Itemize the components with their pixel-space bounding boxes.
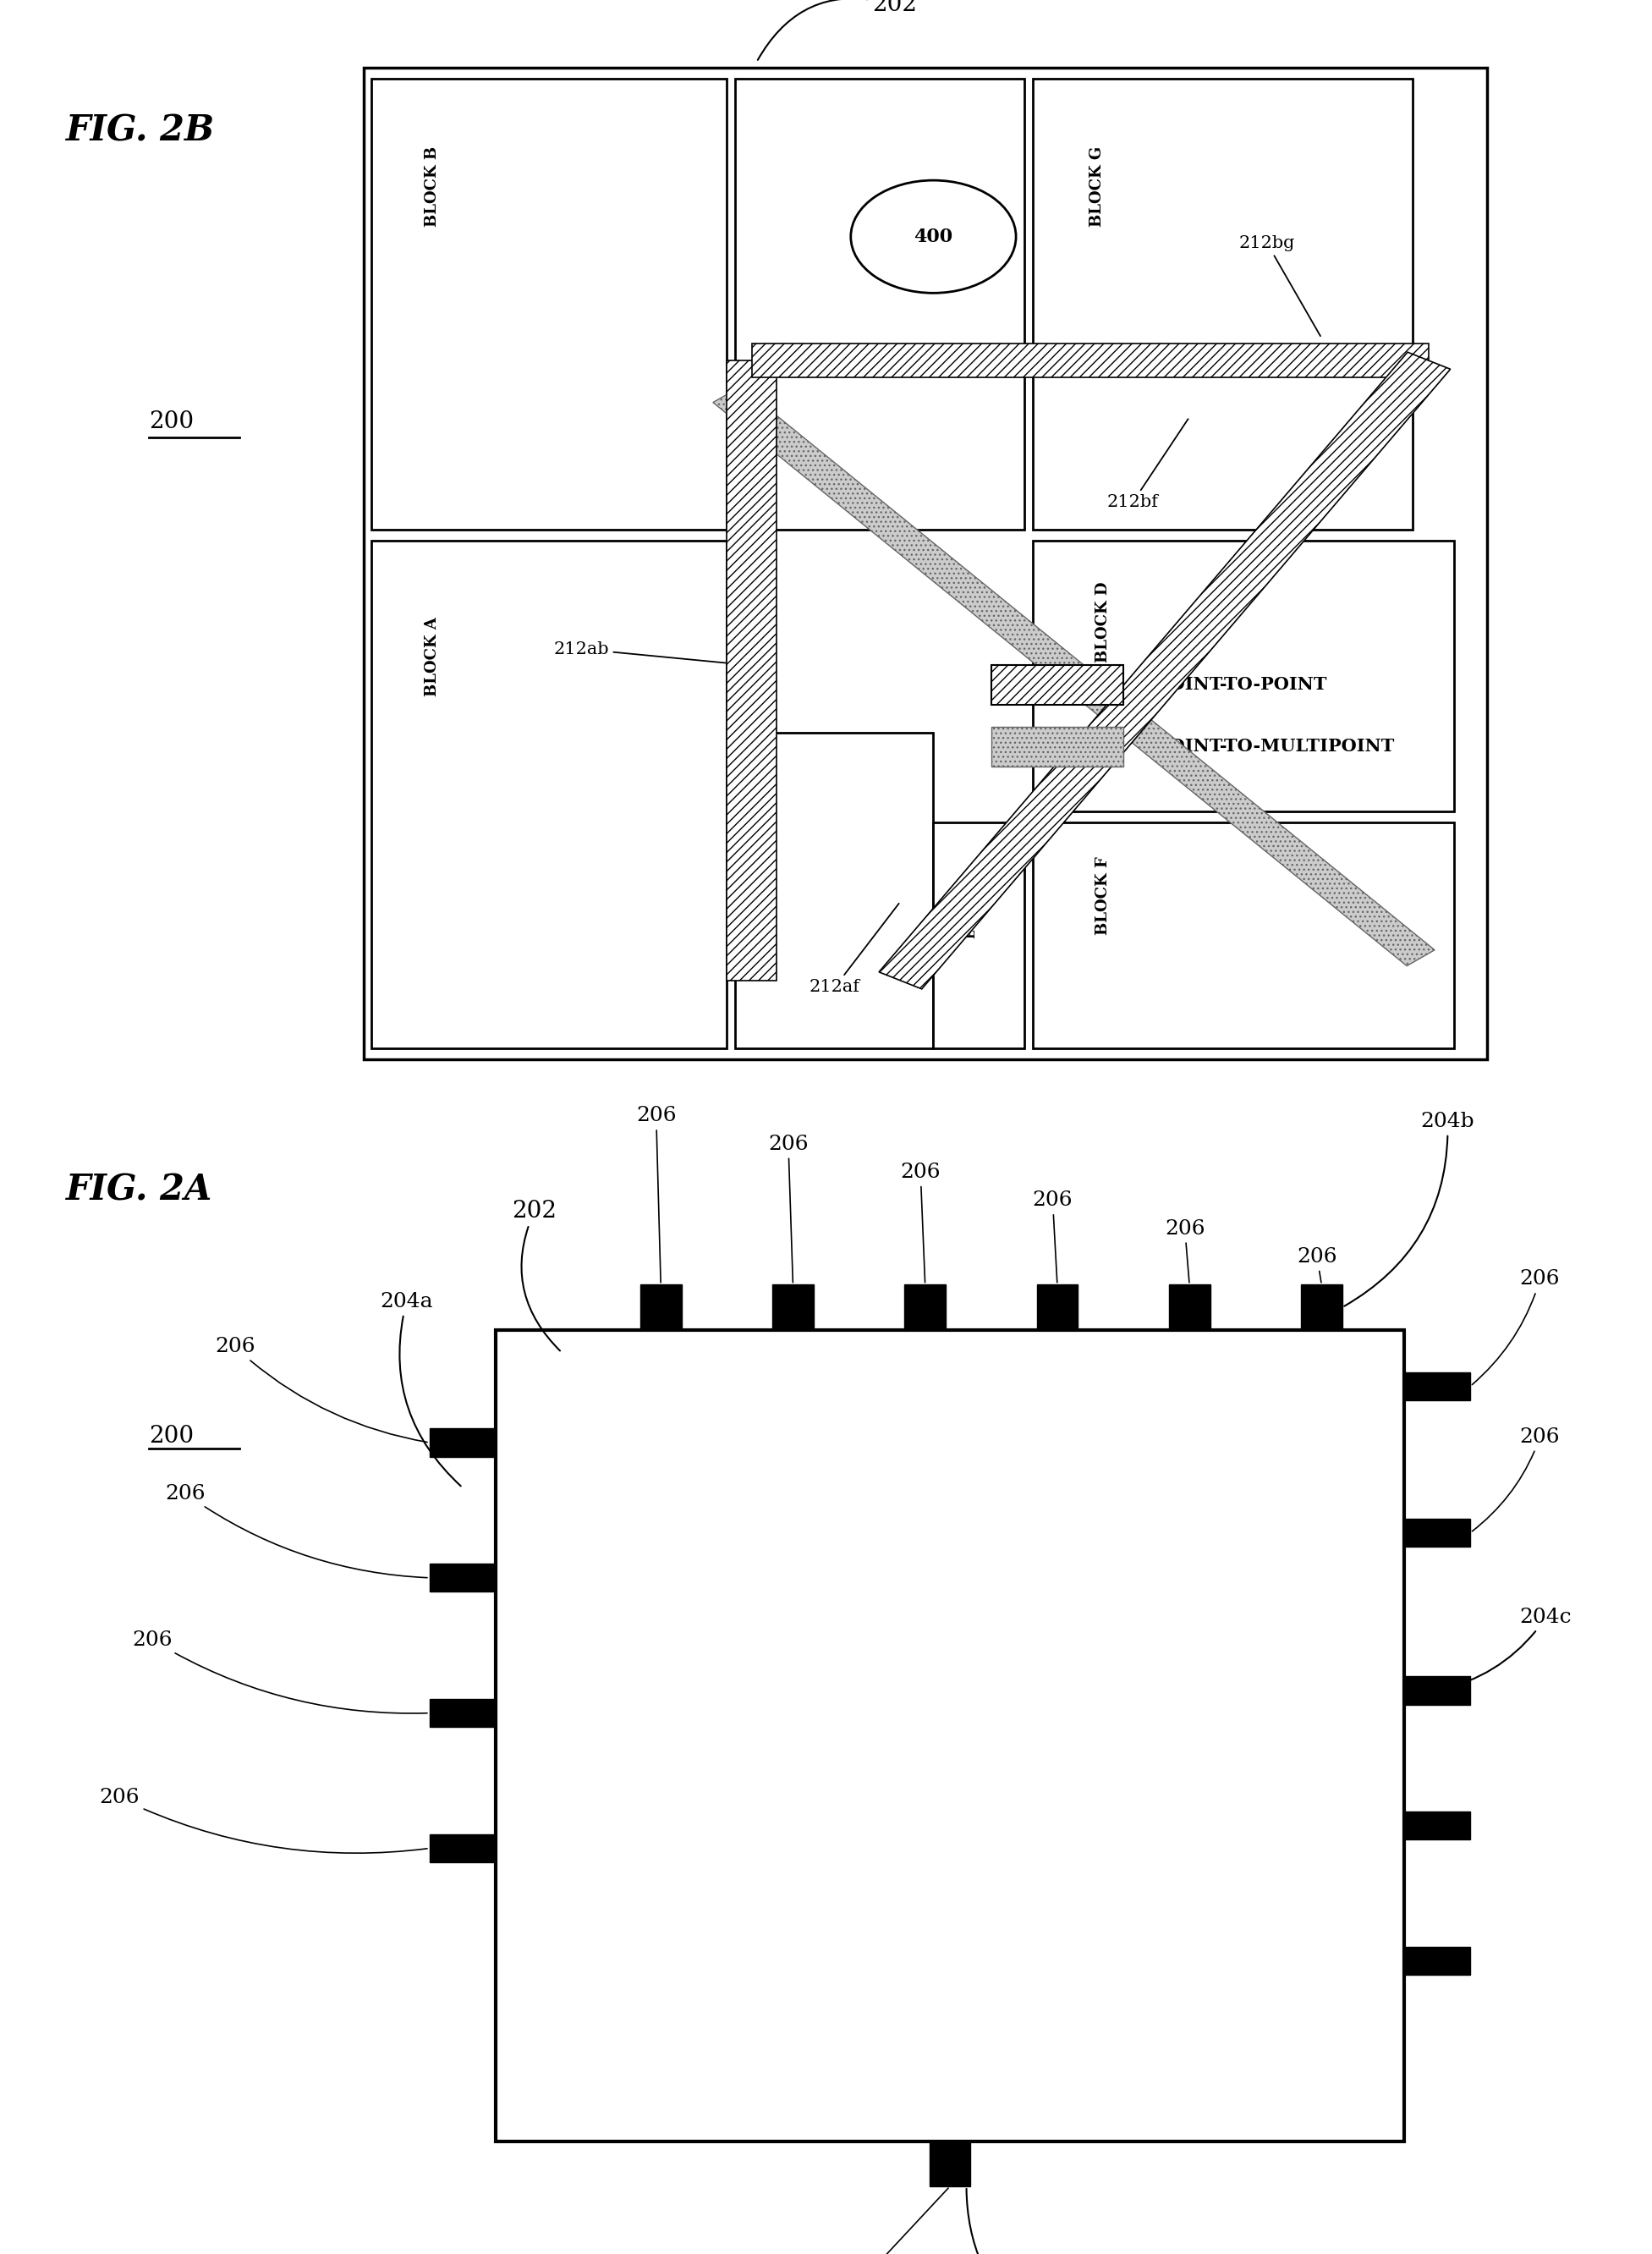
Bar	[430, 1564, 496, 1591]
Polygon shape	[752, 343, 1429, 376]
Text: 212ab: 212ab	[553, 640, 745, 665]
Bar	[372, 79, 727, 530]
Text: BLOCK A: BLOCK A	[425, 618, 439, 696]
Bar	[991, 726, 1123, 766]
Text: 206: 206	[1297, 1246, 1336, 1283]
Text: 206: 206	[215, 1337, 428, 1443]
Bar	[928, 2141, 971, 2186]
Ellipse shape	[851, 180, 1016, 293]
Text: 200: 200	[149, 410, 193, 433]
Bar	[430, 1429, 496, 1456]
Bar	[991, 665, 1123, 703]
Text: BLOCK D: BLOCK D	[1095, 582, 1110, 663]
Bar	[1404, 1812, 1470, 1839]
Bar	[1032, 79, 1412, 530]
Text: 206: 206	[636, 1107, 676, 1283]
Bar	[641, 1285, 682, 1330]
Text: 204c: 204c	[1439, 1607, 1573, 1690]
Text: 400: 400	[914, 228, 953, 246]
Bar	[1404, 1373, 1470, 1400]
Text: 206: 206	[132, 1630, 428, 1713]
Polygon shape	[714, 385, 1434, 967]
Text: 202: 202	[758, 0, 917, 61]
Text: 212af: 212af	[809, 904, 899, 996]
Text: 206: 206	[1165, 1219, 1204, 1283]
Text: BLOCK C: BLOCK C	[765, 780, 780, 859]
Bar	[771, 1285, 813, 1330]
Bar	[430, 1835, 496, 1862]
Bar	[496, 1330, 1404, 2141]
Text: POINT-TO-MULTIPOINT: POINT-TO-MULTIPOINT	[1156, 737, 1394, 755]
Text: BLOCK B: BLOCK B	[425, 147, 439, 228]
Text: BLOCK
E: BLOCK E	[952, 890, 976, 938]
Text: 206: 206	[1472, 1427, 1559, 1530]
Text: FIG. 2A: FIG. 2A	[66, 1172, 213, 1208]
Bar	[372, 541, 727, 1048]
Text: BLOCK G: BLOCK G	[1090, 147, 1105, 228]
Text: 206: 206	[1472, 1269, 1559, 1384]
Text: 212bg: 212bg	[1239, 234, 1320, 336]
Bar	[363, 68, 1487, 1059]
Polygon shape	[879, 352, 1450, 990]
Bar	[1404, 1947, 1470, 1975]
Text: FIG. 2B: FIG. 2B	[66, 113, 215, 149]
Text: 206: 206	[99, 1787, 428, 1853]
Text: 204d: 204d	[966, 2189, 1070, 2254]
Text: 206: 206	[1032, 1190, 1072, 1283]
Text: 200: 200	[149, 1425, 193, 1447]
Text: 212bf: 212bf	[1107, 419, 1188, 512]
Bar	[1302, 1285, 1343, 1330]
Text: 206: 206	[900, 1163, 940, 1283]
Bar	[735, 79, 1024, 530]
Text: 206: 206	[768, 1134, 808, 1283]
Bar	[905, 1285, 947, 1330]
Bar	[1032, 823, 1454, 1048]
Bar	[1404, 1519, 1470, 1546]
Text: 206: 206	[851, 2189, 948, 2254]
Polygon shape	[727, 361, 776, 980]
Text: POINT-TO-POINT: POINT-TO-POINT	[1156, 676, 1327, 694]
Bar	[1170, 1285, 1209, 1330]
Bar	[735, 733, 933, 1048]
Bar	[1404, 1677, 1470, 1704]
Text: 204a: 204a	[380, 1292, 461, 1485]
Bar	[1037, 1285, 1079, 1330]
Bar	[1032, 541, 1454, 811]
Bar	[933, 823, 1024, 1048]
Text: 206: 206	[165, 1483, 428, 1578]
Text: BLOCK F: BLOCK F	[1095, 857, 1110, 935]
Text: 204b: 204b	[1345, 1111, 1475, 1305]
Text: 202: 202	[512, 1199, 560, 1350]
Bar	[430, 1700, 496, 1727]
